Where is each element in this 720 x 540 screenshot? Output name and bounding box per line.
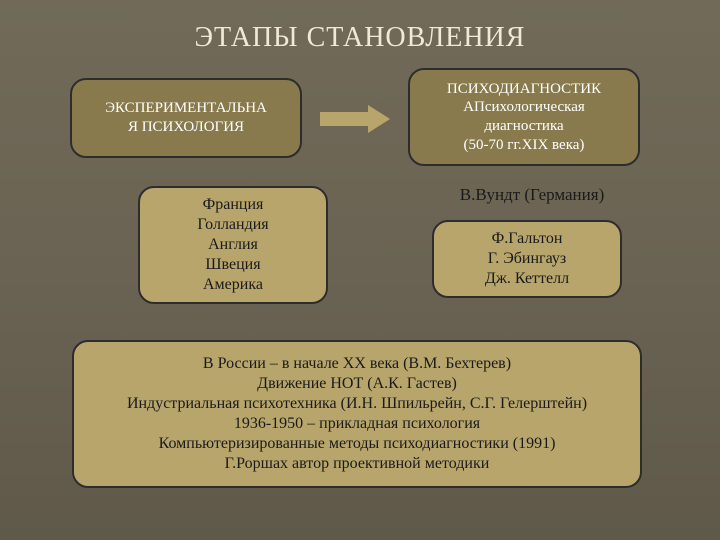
box-psychodiagnostics: ПСИХОДИАГНОСТИК АПсихологическая диагнос… <box>408 68 640 166</box>
text-line: Дж. Кеттелл <box>485 269 569 289</box>
label-wundt: В.Вундт (Германия) <box>432 184 632 206</box>
text-line: диагностика <box>484 117 563 136</box>
box-experimental-psych: ЭКСПЕРИМЕНТАЛЬНА Я ПСИХОЛОГИЯ <box>70 78 302 158</box>
text-line: Швеция <box>205 255 260 275</box>
text-line: В России – в начале XX века (В.М. Бехтер… <box>203 354 511 374</box>
text-line: Г.Роршах автор проективной методики <box>225 454 490 474</box>
text-line: Ф.Гальтон <box>492 229 563 249</box>
text-line: Америка <box>203 275 263 295</box>
arrow-shaft <box>320 112 368 126</box>
text-line: Франция <box>203 195 264 215</box>
text-line: Г. Эбингауз <box>488 249 566 269</box>
text-line: Компьютеризированные методы психодиагнос… <box>159 434 556 454</box>
text-line: (50-70 гг.XIX века) <box>464 136 585 155</box>
box-scientists: Ф.Гальтон Г. Эбингауз Дж. Кеттелл <box>432 220 622 298</box>
arrow-right-icon <box>320 105 390 133</box>
arrow-head <box>368 105 390 133</box>
text-line: 1936-1950 – прикладная психология <box>234 414 480 434</box>
box-countries: Франция Голландия Англия Швеция Америка <box>138 186 328 304</box>
text-line: Голландия <box>197 215 268 235</box>
text-line: АПсихологическая <box>463 98 585 117</box>
text-line: ПСИХОДИАГНОСТИК <box>447 80 601 99</box>
box-russia-history: В России – в начале XX века (В.М. Бехтер… <box>72 340 642 488</box>
text-line: Я ПСИХОЛОГИЯ <box>128 118 244 137</box>
text-line: ЭКСПЕРИМЕНТАЛЬНА <box>105 99 267 118</box>
text-line: Индустриальная психотехника (И.Н. Шпильр… <box>127 394 587 414</box>
text-line: Англия <box>208 235 258 255</box>
text-line: Движение НОТ (А.К. Гастев) <box>257 374 457 394</box>
slide-title: ЭТАПЫ СТАНОВЛЕНИЯ <box>0 22 720 54</box>
